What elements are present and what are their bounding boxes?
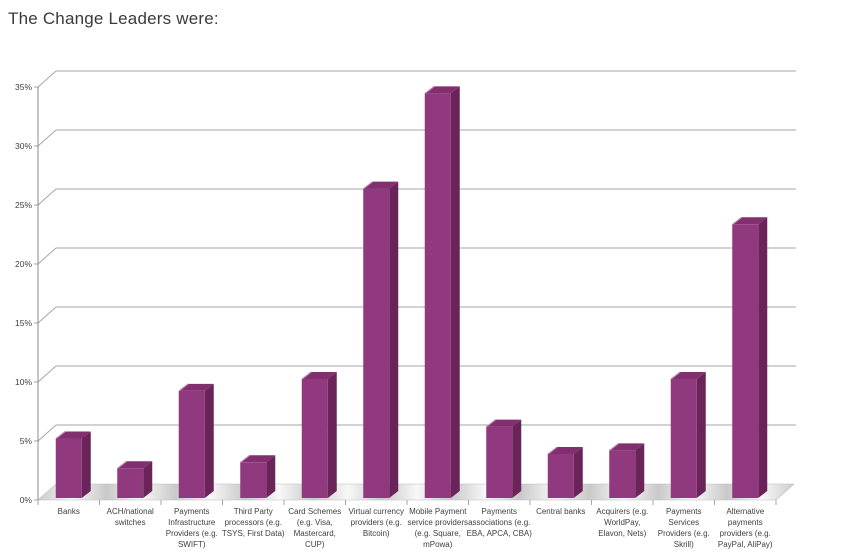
bar-side-face [327,372,337,498]
bar-top-face [178,383,214,391]
bar-side-face [204,383,214,498]
gridline-diagonal [37,306,57,324]
category-label: Alternative payments providers (e.g. Pay… [717,507,773,549]
bar-bevel-edge [670,371,681,380]
gridline-diagonal [37,247,57,265]
category-label: ACH/national switches [106,507,154,527]
y-tick-label: 15% [15,318,32,328]
category-label: Payments Services Providers (e.g. Skrill… [657,507,710,549]
page-title: The Change Leaders were: [8,9,219,28]
bar-front-face [732,224,759,499]
category-label: Central banks [536,507,586,516]
bar-bevel-edge [547,446,558,455]
bar-2 [178,383,214,498]
bar-7 [486,419,522,498]
bar-side-face [758,217,768,499]
bar-5 [363,181,399,498]
bar-side-face [635,443,645,498]
bar-4 [301,371,337,498]
bar-front-face [301,379,328,498]
bar-side-face [512,419,522,498]
bar-side-face [143,461,153,498]
bar-front-face [670,379,697,498]
bar-front-face [240,462,267,498]
y-tick-label: 5% [20,436,33,446]
bar-front-face [424,93,451,499]
bar-9 [609,442,645,498]
bar-top-face [424,86,460,94]
bar-side-face [266,455,276,498]
bar-side-face [696,372,706,498]
category-label: Banks [57,507,80,516]
bar-11 [732,216,768,499]
bar-bevel-edge [732,216,743,225]
category-label: Payments Infrastructure Providers (e.g. … [165,507,218,549]
category-label: Virtual currency providers (e.g. Bitcoin… [348,507,404,538]
y-tick-label: 25% [15,200,32,210]
bar-front-face [117,468,144,498]
bar-top-face [486,419,522,427]
bar-10 [670,371,706,498]
bar-top-face [609,443,645,451]
bar-top-face [301,372,337,379]
bar-bevel-edge [55,431,66,439]
bar-front-face [363,188,390,498]
bar-top-face [117,461,153,469]
bar-front-face [55,438,82,498]
bar-bevel-edge [609,442,620,451]
category-label: Mobile Payment service providers (e.g. S… [407,507,468,549]
gridline-diagonal [37,129,57,147]
y-tick-label: 10% [15,377,32,387]
bar-top-face [732,217,768,225]
bar-0 [55,431,91,498]
bar-top-face [670,372,706,379]
bar-front-face [547,453,574,498]
gridline-diagonal [37,424,57,442]
bar-side-face [450,86,460,499]
bar-bevel-edge [117,460,128,469]
bar-top-face [240,455,276,463]
bar-side-face [81,431,91,498]
category-label: Card Schemes (e.g. Visa, Mastercard, CUP… [288,507,342,549]
bar-bevel-edge [301,371,312,380]
bar-6 [424,85,460,499]
bar-bevel-edge [178,383,189,392]
bar-front-face [486,426,513,498]
gridline-diagonal [37,188,57,206]
bar-bevel-edge [363,181,374,190]
bar-side-face [573,446,583,498]
bar-3 [240,454,276,498]
y-tick-label: 35% [15,82,32,92]
gridline-diagonal [37,70,57,88]
bar-bevel-edge [240,454,251,463]
bar-side-face [389,181,399,498]
bar-bevel-edge [486,419,497,428]
bar-8 [547,446,583,498]
bar-top-face [363,181,399,189]
bar-front-face [178,390,205,498]
bar-bevel-edge [424,85,435,94]
bar-top-face [55,431,91,439]
bar-top-face [547,446,583,454]
y-tick-label: 30% [15,141,32,151]
y-tick-label: 0% [20,495,33,505]
bar-1 [117,460,153,498]
category-label: Acquirers (e.g. WorldPay, Elavon, Nets) [596,507,649,538]
y-tick-label: 20% [15,259,32,269]
gridline-diagonal [37,365,57,383]
category-label: Third Party processors (e.g. TSYS, First… [221,507,285,538]
bar-front-face [609,450,636,498]
category-label: Payments associations (e.g. EBA, APCA, C… [466,507,532,538]
